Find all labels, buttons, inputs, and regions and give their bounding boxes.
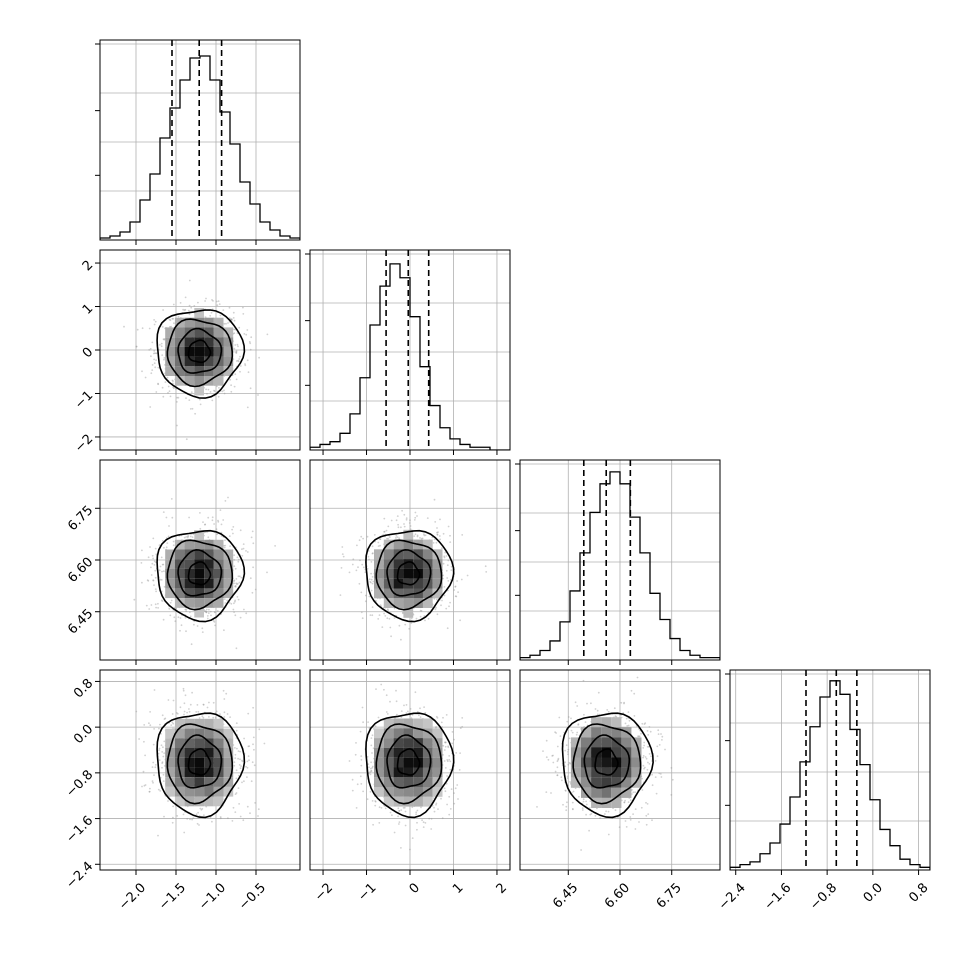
panel-frame (99, 249, 301, 451)
panel-2-2 (515, 459, 721, 665)
xtick-label-0-2: −1.0 (196, 880, 229, 913)
xtick-label-1-3: 1 (450, 880, 466, 896)
xtick-label-1-1: −1 (355, 880, 379, 904)
contour-1 (177, 548, 223, 597)
contour-1 (583, 734, 631, 789)
panel-1-0: −2 −1 0 1 2 (72, 249, 301, 456)
contour-0 (187, 561, 212, 586)
contour-2 (375, 723, 443, 805)
contour-1 (177, 734, 223, 789)
ytick-label-2-0: 6.45 (65, 606, 96, 637)
panel-3-3: −2.4 −1.6 −0.8 0.0 0.8 (716, 669, 932, 913)
xtick-label-3-2: −0.8 (807, 880, 840, 913)
contour-0 (594, 748, 619, 776)
xtick-label-1-4: 2 (494, 880, 510, 896)
ytick-label-3-4: 0.8 (71, 676, 96, 701)
contour-3 (156, 529, 246, 623)
contour-2 (572, 723, 642, 805)
contour-1 (386, 548, 432, 597)
xtick-label-3-3: 0.0 (861, 880, 886, 905)
contour-2 (166, 723, 234, 805)
xtick-label-0-1: −1.5 (156, 880, 189, 913)
panel-frame (729, 669, 931, 871)
density-cells (570, 717, 642, 808)
contour-0 (187, 748, 212, 776)
histogram-1 (310, 263, 510, 450)
panel-2-0: 6.45 6.60 6.75 (65, 459, 301, 665)
histogram-0 (100, 55, 300, 240)
panel-3-2: 6.45 6.60 6.75 (519, 669, 721, 912)
contour-2 (166, 318, 234, 388)
ytick-label-1-1: −1 (72, 388, 96, 412)
ytick-label-3-3: 0.0 (71, 722, 96, 747)
panel-frame (99, 39, 301, 241)
panel-frame (99, 669, 301, 871)
panel-frame (99, 459, 301, 661)
histogram-2 (520, 471, 720, 660)
ytick-label-1-4: 2 (80, 258, 96, 274)
ytick-label-3-0: −2.4 (63, 859, 96, 892)
xtick-label-0-0: −2.0 (116, 880, 149, 913)
panel-3-0: −2.4 −1.6 −0.8 0.0 0.8 −2.0 −1.5 −1.0 −0.5 (63, 669, 301, 913)
contour-2 (375, 539, 443, 611)
contour-3 (156, 712, 246, 819)
density-cells (374, 529, 443, 618)
panel-1-1 (305, 249, 511, 455)
panel-2-1 (309, 459, 511, 665)
xtick-label-2-2: 6.75 (654, 880, 685, 911)
contour-3 (365, 529, 455, 623)
density-cells (165, 718, 234, 807)
ytick-label-3-2: −0.8 (63, 768, 96, 801)
contour-3 (365, 712, 455, 819)
panel-3-1: −2 −1 0 1 2 (309, 669, 511, 905)
density-cells (374, 718, 443, 807)
ytick-label-3-1: −1.6 (63, 813, 96, 846)
ytick-label-1-2: 0 (80, 345, 96, 361)
contour-0 (396, 561, 421, 586)
panel-0-0 (95, 39, 301, 245)
histogram-3 (730, 680, 930, 870)
ytick-label-1-3: 1 (80, 301, 96, 317)
xtick-label-0-3: −0.5 (236, 880, 269, 913)
contour-2 (166, 539, 234, 611)
ytick-label-1-0: −2 (72, 432, 96, 456)
xtick-label-2-0: 6.45 (550, 880, 581, 911)
contour-0 (187, 339, 212, 364)
xtick-label-1-0: −2 (312, 880, 336, 904)
xtick-label-3-1: −1.6 (762, 880, 795, 913)
contour-1 (177, 327, 223, 374)
contour-3 (561, 712, 654, 819)
contour-0 (396, 748, 421, 776)
xtick-label-1-2: 0 (407, 880, 423, 896)
contour-1 (386, 734, 432, 789)
ytick-label-2-2: 6.75 (65, 503, 96, 534)
contour-3 (156, 309, 246, 399)
ytick-label-2-1: 6.60 (65, 555, 96, 586)
xtick-label-3-0: −2.4 (716, 880, 749, 913)
xtick-label-2-1: 6.60 (602, 880, 633, 911)
xtick-label-3-4: 0.8 (906, 880, 931, 905)
density-cells (165, 530, 234, 618)
